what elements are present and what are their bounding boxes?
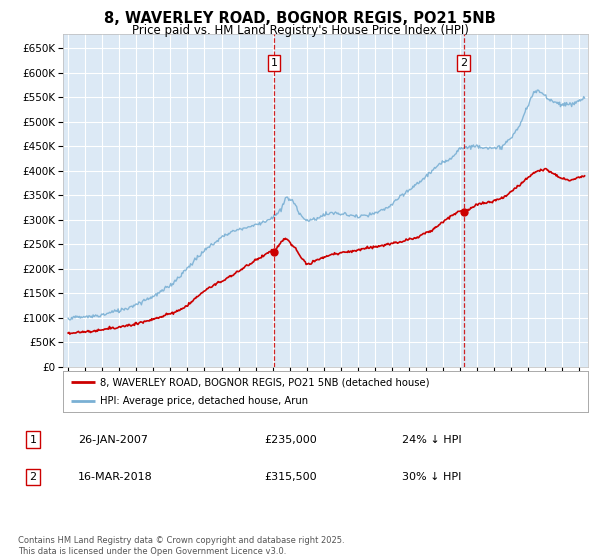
Text: 8, WAVERLEY ROAD, BOGNOR REGIS, PO21 5NB (detached house): 8, WAVERLEY ROAD, BOGNOR REGIS, PO21 5NB… [100, 377, 429, 387]
Text: Price paid vs. HM Land Registry's House Price Index (HPI): Price paid vs. HM Land Registry's House … [131, 24, 469, 37]
Text: 2: 2 [29, 472, 37, 482]
Text: £315,500: £315,500 [264, 472, 317, 482]
Text: 2: 2 [460, 58, 467, 68]
Text: 1: 1 [271, 58, 278, 68]
Text: Contains HM Land Registry data © Crown copyright and database right 2025.
This d: Contains HM Land Registry data © Crown c… [18, 536, 344, 556]
Text: 26-JAN-2007: 26-JAN-2007 [78, 435, 148, 445]
Text: 16-MAR-2018: 16-MAR-2018 [78, 472, 153, 482]
Text: 8, WAVERLEY ROAD, BOGNOR REGIS, PO21 5NB: 8, WAVERLEY ROAD, BOGNOR REGIS, PO21 5NB [104, 11, 496, 26]
Text: 24% ↓ HPI: 24% ↓ HPI [402, 435, 461, 445]
Text: 1: 1 [29, 435, 37, 445]
Text: 30% ↓ HPI: 30% ↓ HPI [402, 472, 461, 482]
Text: HPI: Average price, detached house, Arun: HPI: Average price, detached house, Arun [100, 396, 308, 405]
Text: £235,000: £235,000 [264, 435, 317, 445]
